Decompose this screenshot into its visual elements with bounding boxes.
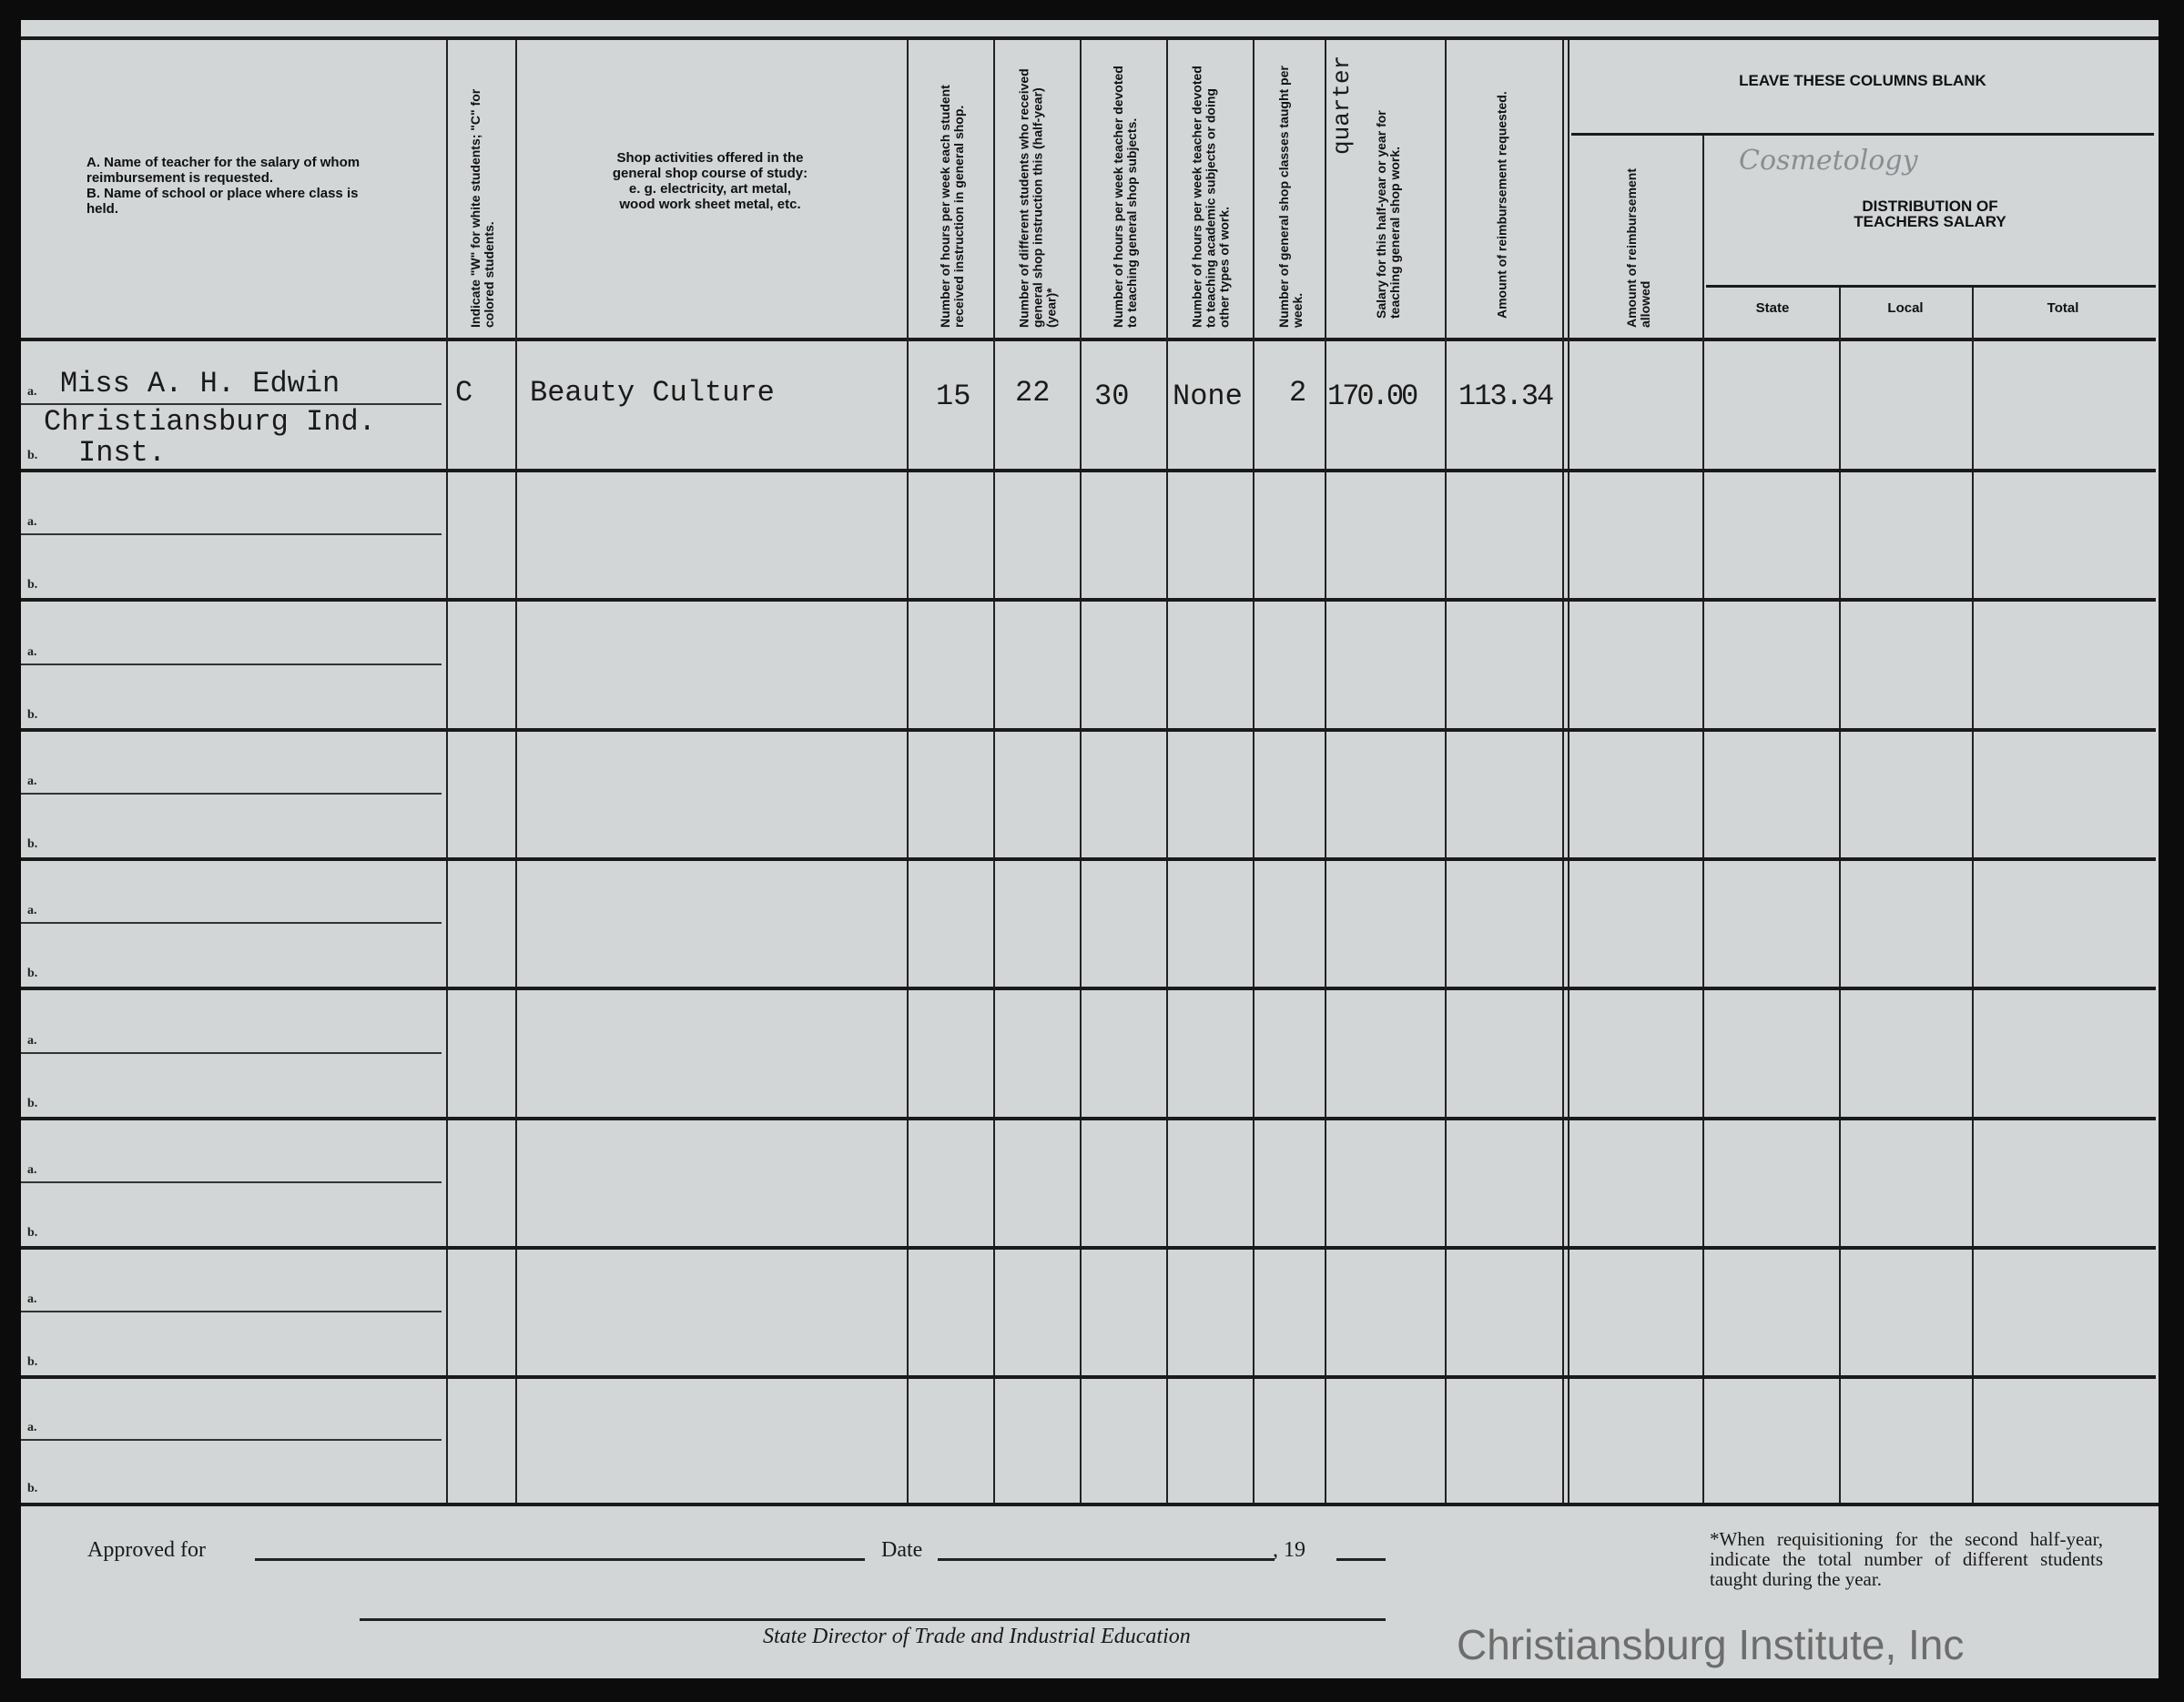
column-divider	[1166, 40, 1168, 1503]
hours-student-value: 15	[936, 380, 971, 413]
row-divider	[21, 857, 2156, 861]
form-paper	[21, 20, 2159, 1678]
row-label-b: b.	[27, 967, 38, 980]
row-divider	[21, 598, 2156, 602]
footnote: *When requisitioning for the second half…	[1710, 1528, 2103, 1590]
row-label-b: b.	[27, 837, 38, 851]
school-name-line1: Christiansburg Ind.	[44, 405, 376, 439]
signature-title: State Director of Trade and Industrial E…	[763, 1625, 1191, 1648]
handwritten-note: Cosmetology	[1739, 145, 1918, 177]
row-label-a: a.	[27, 1034, 37, 1048]
row-a-underline	[21, 1439, 442, 1441]
header-rule	[21, 338, 2156, 341]
column-divider	[515, 40, 517, 1503]
row-divider	[21, 1117, 2156, 1120]
row-a-underline	[21, 533, 442, 535]
signature-line[interactable]	[360, 1618, 1386, 1621]
teacher-name: Miss A. H. Edwin	[60, 367, 340, 400]
row-a-underline	[21, 403, 442, 405]
race-column-header: Indicate "W" for white students; "C" for…	[468, 88, 496, 328]
row-label-a: a.	[27, 775, 37, 788]
top-rule	[21, 36, 2159, 40]
column-divider	[1080, 40, 1082, 1503]
column-divider	[1839, 286, 1841, 1503]
column-divider	[1253, 40, 1255, 1503]
salary-column-header: Salary for this half-year or year for te…	[1374, 110, 1402, 319]
row-label-b: b.	[27, 1226, 38, 1240]
row-label-a: a.	[27, 515, 37, 529]
reimbursement-value: 113.34	[1458, 380, 1554, 413]
hours-other-column-header: Number of hours per week teacher devoted…	[1189, 66, 1232, 328]
row-divider	[21, 987, 2156, 990]
date-label: Date	[881, 1538, 923, 1562]
row-label-b: b.	[27, 708, 38, 722]
row-label-a: a.	[27, 1163, 37, 1177]
year-prefix: , 19	[1273, 1538, 1305, 1562]
row-label-a: a.	[27, 385, 37, 399]
hours-shop-value: 30	[1094, 380, 1130, 413]
row-divider	[21, 469, 2156, 472]
allowed-column-header: Amount of reimbursement allowed	[1624, 167, 1652, 328]
salary-correction-typed: quarter	[1328, 55, 1356, 155]
column-divider	[993, 40, 995, 1503]
row-label-a: a.	[27, 645, 37, 659]
approved-for-line[interactable]	[255, 1558, 865, 1561]
hours-student-column-header: Number of hours per week each student re…	[938, 85, 966, 328]
row-label-a: a.	[27, 1421, 37, 1434]
distribution-title: DISTRIBUTION OF TEACHERS SALARY	[1854, 198, 2006, 230]
salary-value: 170.00	[1327, 380, 1418, 413]
column-divider	[907, 40, 909, 1503]
watermark: Christiansburg Institute, Inc	[1457, 1621, 1965, 1668]
race-value: C	[455, 376, 473, 410]
column-divider	[1568, 40, 1569, 1503]
row-divider	[21, 1375, 2156, 1379]
students-column-header: Number of different students who receive…	[1016, 68, 1059, 328]
column-divider	[1562, 40, 1564, 1503]
row-a-underline	[21, 793, 442, 795]
row-label-b: b.	[27, 1355, 38, 1369]
hours-other-value: None	[1173, 380, 1243, 413]
year-line[interactable]	[1336, 1558, 1386, 1561]
column-divider	[1445, 40, 1447, 1503]
row-a-underline	[21, 922, 442, 924]
column-divider	[1325, 40, 1326, 1503]
teacher-instruction-a: A. Name of teacher for the salary of who…	[86, 155, 361, 186]
distribution-rule	[1706, 285, 2156, 288]
row-divider	[21, 728, 2156, 732]
column-divider	[446, 40, 448, 1503]
activities-column-header: Shop activities offered in the general s…	[612, 150, 808, 212]
row-label-a: a.	[27, 1292, 37, 1306]
state-column-header: State	[1755, 300, 1790, 316]
row-label-b: b.	[27, 1097, 38, 1110]
classes-value: 2	[1289, 376, 1307, 410]
total-column-header: Total	[2047, 300, 2079, 316]
row-a-underline	[21, 1052, 442, 1054]
row-a-underline	[21, 664, 442, 665]
school-name-line2: Inst.	[78, 436, 167, 470]
approved-for-label: Approved for	[87, 1538, 206, 1562]
classes-column-header: Number of general shop classes taught pe…	[1276, 66, 1305, 328]
column-divider	[1972, 286, 1974, 1503]
local-column-header: Local	[1887, 300, 1924, 316]
row-label-b: b.	[27, 449, 38, 462]
row-a-underline	[21, 1181, 442, 1183]
students-value: 22	[1015, 376, 1051, 410]
reimbursement-column-header: Amount of reimbursement requested.	[1494, 91, 1509, 319]
row-label-a: a.	[27, 904, 37, 917]
row-divider	[21, 1246, 2156, 1250]
activity-value: Beauty Culture	[530, 376, 775, 410]
table-bottom-rule	[21, 1503, 2159, 1506]
leave-blank-title: LEAVE THESE COLUMNS BLANK	[1739, 72, 1986, 89]
row-label-b: b.	[27, 1482, 38, 1495]
column-divider	[1702, 135, 1704, 1503]
teacher-column-header: A. Name of teacher for the salary of who…	[86, 155, 387, 217]
row-label-b: b.	[27, 578, 38, 592]
date-line[interactable]	[938, 1558, 1275, 1561]
row-a-underline	[21, 1311, 442, 1312]
hours-shop-column-header: Number of hours per week teacher devoted…	[1111, 66, 1139, 328]
teacher-instruction-b: B. Name of school or place where class i…	[86, 186, 359, 217]
blank-section-rule	[1571, 133, 2154, 136]
